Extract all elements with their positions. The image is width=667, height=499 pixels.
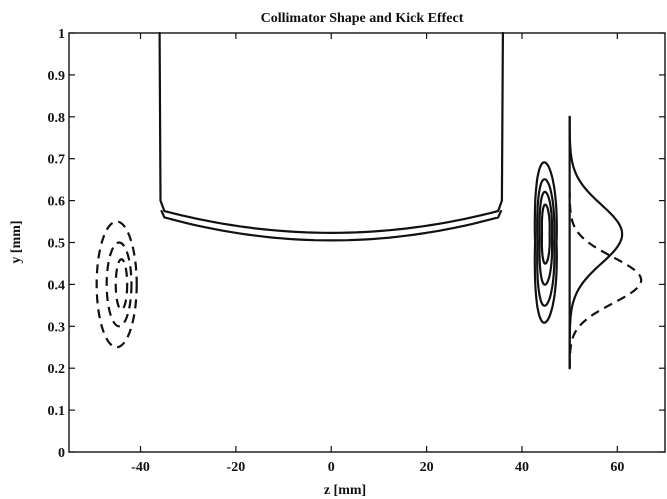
axis-ticks: -40 -20 0 20 40 60 0 0.1 0.2 0.3 0.4 0.5 0.6 0.7 0.8 0.… [48, 27, 665, 475]
x-tick-label: 0 [328, 460, 335, 475]
kicked-beam-contour [536, 178, 556, 307]
y-tick-label: 0.4 [48, 278, 66, 293]
x-tick-label: -40 [131, 460, 150, 475]
y-tick-label: 0.3 [48, 320, 66, 335]
collimator-outer-edge [158, 31, 504, 234]
kicked-profile-solid [568, 115, 624, 370]
y-tick-label: 0.1 [48, 404, 66, 419]
plot-frame [68, 32, 666, 453]
x-tick-label: 20 [420, 460, 434, 475]
x-axis-label: z [mm] [324, 483, 366, 498]
x-tick-label: 40 [515, 460, 529, 475]
incoming-beam-contour [114, 258, 129, 311]
y-tick-label: 1 [58, 27, 65, 42]
y-tick-label: 0.8 [48, 111, 66, 126]
kicked-beam-contour [538, 190, 554, 286]
y-tick-label: 0.5 [48, 237, 66, 252]
y-tick-label: 0.6 [48, 195, 66, 210]
y-tick-label: 0.7 [48, 153, 66, 168]
incoming-beam-contour [105, 241, 133, 328]
plot-area [95, 31, 643, 370]
kicked-beam-contour [540, 203, 551, 265]
incoming-beam-contour [95, 220, 138, 349]
y-tick-label: 0.2 [48, 362, 66, 377]
x-tick-label: 60 [610, 460, 624, 475]
kicked-beam-contour [533, 161, 558, 324]
chart-title: Collimator Shape and Kick Effect [261, 11, 464, 26]
x-tick-label: -20 [227, 460, 246, 475]
kicked-profile-dashed [568, 192, 643, 369]
y-tick-label: 0 [58, 446, 65, 461]
y-tick-label: 0.9 [48, 69, 66, 84]
y-axis-label: y [mm] [9, 220, 24, 263]
collimator-inner-edge [160, 210, 503, 242]
